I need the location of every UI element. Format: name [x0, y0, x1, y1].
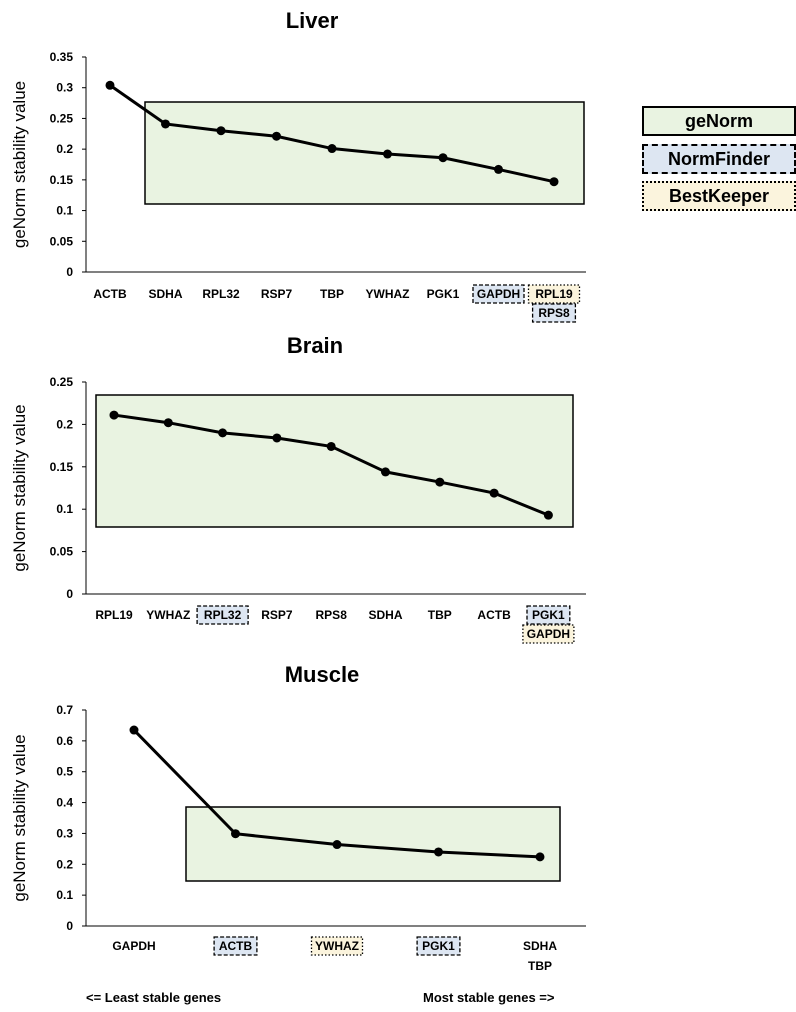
brain-data-point-sdha [381, 467, 390, 477]
muscle-y-tick-label: 0.3 [56, 826, 73, 840]
muscle-y-tick-label: 0.1 [56, 888, 73, 902]
liver-y-tick-label: 0 [66, 265, 73, 279]
muscle-x-tick-ywhaz-label: YWHAZ [315, 939, 359, 953]
liver-x-tick-pgk1-label: PGK1 [427, 287, 460, 301]
legend-normfinder-label: NormFinder [667, 148, 770, 169]
liver-data-point-ywhaz [383, 149, 392, 159]
muscle-data-point-pgk1 [434, 847, 443, 857]
brain-chart-title: Brain [287, 333, 343, 358]
liver-data-point-rpl32 [216, 126, 226, 136]
brain-genorm-box [95, 394, 574, 528]
brain-data-point-rsp7 [272, 433, 282, 443]
liver-chart-title: Liver [286, 8, 339, 33]
liver-x-tick-rpl19-label: RPL19 [535, 287, 573, 301]
liver-data-point-rpl19 [549, 177, 559, 187]
muscle-x-tick-gapdh-label: GAPDH [112, 939, 155, 953]
muscle-x-tick-ywhaz-highlight [310, 936, 364, 956]
brain-data-point-rpl32 [218, 428, 228, 438]
liver-x-tick-gapdh-label: GAPDH [477, 287, 520, 301]
brain-y-tick-label: 0.15 [50, 460, 74, 474]
liver-x-tick-rpl19-highlight [527, 284, 581, 304]
liver-y-tick-label: 0.25 [50, 111, 74, 125]
liver-data-point-actb [105, 80, 115, 90]
muscle-x-tick-pgk1-label: PGK1 [422, 939, 455, 953]
legend-bestkeeper: BestKeeper [642, 181, 796, 211]
muscle-data-point-actb [231, 829, 240, 839]
liver-y-tick-label: 0.1 [56, 204, 73, 218]
liver-x-tick-rsp7-label: RSP7 [261, 287, 293, 301]
brain-data-point-actb [489, 488, 499, 498]
muscle-y-tick-label: 0.7 [56, 703, 73, 717]
brain-x-tick-pgk1-highlight [526, 605, 571, 625]
liver-x-tick-sdha-label: SDHA [148, 287, 182, 301]
brain-x-tick-sdha-label: SDHA [368, 608, 402, 622]
brain-y-tick-label: 0 [66, 587, 73, 601]
liver-x-tick-rps8-label: RPS8 [538, 306, 570, 320]
muscle-genorm-box [185, 806, 561, 882]
liver-y-tick-label: 0.35 [50, 50, 74, 64]
muscle-y-tick-label: 0.2 [56, 857, 73, 871]
brain-x-tick-rsp7-label: RSP7 [261, 608, 293, 622]
muscle-y-tick-label: 0.5 [56, 765, 73, 779]
liver-data-point-rsp7 [272, 131, 281, 141]
muscle-data-point-ywhaz [332, 840, 342, 850]
liver-x-tick-tbp-label: TBP [320, 287, 344, 301]
muscle-y-tick-label: 0 [66, 919, 73, 933]
brain-x-tick-rps8-label: RPS8 [316, 608, 348, 622]
brain-x-tick-rpl19-label: RPL19 [95, 608, 133, 622]
legend-genorm-label: geNorm [684, 110, 753, 131]
muscle-x-tick-actb-highlight [213, 936, 258, 956]
brain-data-point-rpl19 [109, 410, 119, 420]
liver-x-tick-ywhaz-label: YWHAZ [366, 287, 410, 301]
brain-x-tick-rpl32-label: RPL32 [204, 608, 242, 622]
brain-data-point-ywhaz [163, 418, 173, 428]
liver-x-tick-rpl32-label: RPL32 [202, 287, 240, 301]
liver-y-tick-label: 0.2 [56, 142, 73, 156]
liver-x-tick-rps8-highlight [531, 303, 577, 323]
brain-x-tick-pgk1-label: PGK1 [532, 608, 565, 622]
liver-data-point-sdha [161, 119, 170, 129]
brain-x-tick-ywhaz-label: YWHAZ [146, 608, 190, 622]
liver-data-point-gapdh [494, 164, 503, 174]
liver-y-tick-label: 0.3 [56, 81, 73, 95]
legend-normfinder: NormFinder [642, 144, 796, 174]
brain-y-tick-label: 0.25 [50, 375, 74, 389]
footer-most-stable: Most stable genes => [423, 990, 555, 1005]
brain-x-tick-actb-label: ACTB [477, 608, 511, 622]
footer-least-stable: <= Least stable genes [86, 990, 222, 1005]
liver-data-point-pgk1 [438, 153, 448, 163]
muscle-y-axis-label: geNorm stability value [10, 734, 29, 901]
brain-y-tick-label: 0.2 [56, 417, 73, 431]
liver-y-tick-label: 0.15 [50, 173, 74, 187]
brain-y-tick-label: 0.05 [50, 545, 74, 559]
muscle-x-tick-pgk1-highlight [416, 936, 461, 956]
brain-x-tick-gapdh-highlight [522, 624, 575, 644]
brain-x-tick-tbp-label: TBP [428, 608, 452, 622]
brain-y-axis-label: geNorm stability value [10, 404, 29, 571]
legend-bestkeeper-label: BestKeeper [668, 185, 770, 206]
brain-x-tick-gapdh-label: GAPDH [527, 627, 570, 641]
legend-genorm: geNorm [642, 106, 796, 136]
muscle-x-tick-tbp-label: TBP [528, 959, 552, 973]
brain-data-point-rps8 [326, 441, 336, 451]
muscle-y-tick-label: 0.4 [56, 796, 73, 810]
brain-data-point-pgk1 [543, 510, 553, 520]
liver-y-axis-label: geNorm stability value [10, 81, 29, 248]
brain-data-point-tbp [435, 477, 445, 487]
liver-data-point-tbp [327, 144, 337, 154]
muscle-chart-title: Muscle [285, 662, 360, 687]
muscle-data-point-sdha [535, 852, 545, 862]
liver-x-tick-actb-label: ACTB [93, 287, 127, 301]
muscle-data-point-gapdh [129, 725, 139, 735]
muscle-y-tick-label: 0.6 [56, 734, 73, 748]
brain-y-tick-label: 0.1 [56, 502, 73, 516]
muscle-x-tick-actb-label: ACTB [219, 939, 253, 953]
liver-x-tick-gapdh-highlight [472, 284, 525, 304]
muscle-x-tick-sdha-label: SDHA [523, 939, 557, 953]
liver-y-tick-label: 0.05 [50, 234, 74, 248]
brain-x-tick-rpl32-highlight [196, 605, 249, 625]
